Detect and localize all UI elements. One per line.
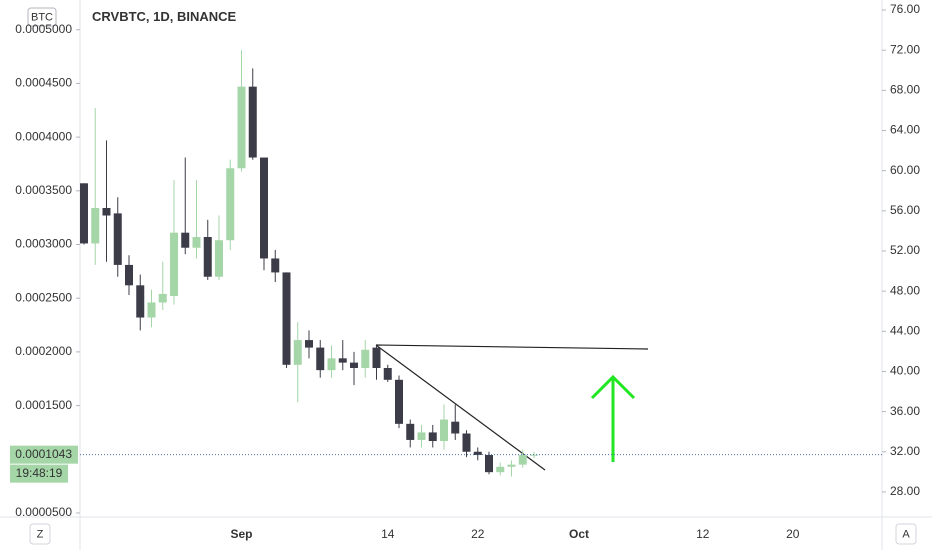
horizontal-trend-line bbox=[375, 344, 649, 350]
candle-body bbox=[350, 362, 358, 368]
candle-body bbox=[181, 232, 190, 248]
candle-body bbox=[338, 358, 347, 363]
candle-body bbox=[485, 454, 493, 473]
candle-body bbox=[383, 367, 392, 380]
y2-tick-label: 60.00 bbox=[890, 163, 920, 177]
axis-button-label[interactable]: A bbox=[902, 528, 910, 540]
candle-body bbox=[271, 258, 280, 273]
candle-body bbox=[192, 236, 201, 248]
y2-tick-label: 52.00 bbox=[890, 243, 920, 257]
candle-body bbox=[518, 454, 527, 465]
x-tick-label: 20 bbox=[786, 527, 800, 541]
axis-button-label[interactable]: Z bbox=[37, 528, 44, 540]
candle-body bbox=[282, 272, 291, 365]
candle-body bbox=[372, 347, 381, 368]
y2-tick-label: 76.00 bbox=[890, 2, 920, 16]
x-tick-label: 22 bbox=[471, 527, 485, 541]
y2-tick-label: 72.00 bbox=[890, 42, 920, 56]
candle-body bbox=[305, 340, 313, 348]
candle-body bbox=[462, 433, 471, 452]
candle-body bbox=[440, 419, 448, 442]
x-tick-label: Oct bbox=[569, 527, 589, 541]
candle-body bbox=[147, 302, 156, 318]
descending-trend-line bbox=[375, 344, 546, 471]
candle-body bbox=[428, 432, 437, 442]
candle-body bbox=[158, 293, 167, 303]
candle-body bbox=[136, 285, 145, 318]
up-arrow bbox=[590, 374, 636, 462]
y2-tick-label: 44.00 bbox=[890, 323, 920, 337]
axis-button[interactable] bbox=[29, 523, 51, 545]
candle-body bbox=[361, 349, 370, 368]
candle-body bbox=[406, 423, 415, 440]
y2-tick-label: 68.00 bbox=[890, 83, 920, 97]
y2-tick-label: 36.00 bbox=[890, 404, 920, 418]
candle-body bbox=[113, 213, 122, 265]
candle-body bbox=[293, 340, 302, 365]
y2-tick-label: 32.00 bbox=[890, 444, 920, 458]
x-tick-label: 12 bbox=[696, 527, 710, 541]
candle-body bbox=[237, 86, 246, 169]
candle-body bbox=[248, 86, 257, 158]
y2-tick-label: 64.00 bbox=[890, 123, 920, 137]
y2-tick-label: 56.00 bbox=[890, 203, 920, 217]
candle-body bbox=[451, 421, 460, 434]
candle-body bbox=[417, 432, 426, 440]
y2-tick-label: 28.00 bbox=[890, 484, 920, 498]
y2-tick-label: 40.00 bbox=[890, 364, 920, 378]
y-tick-label: 0.0003000 bbox=[15, 237, 72, 251]
y-tick-label: 0.0004500 bbox=[15, 76, 72, 90]
candle-body bbox=[102, 207, 111, 216]
candle-body bbox=[215, 240, 223, 277]
unit-label: BTC bbox=[31, 11, 53, 23]
y-tick-label: 0.0002000 bbox=[15, 344, 72, 358]
y-tick-label: 0.0000500 bbox=[15, 505, 72, 519]
x-tick-label: Sep bbox=[230, 527, 252, 541]
countdown-label: 19:48:19 bbox=[16, 466, 63, 480]
candle-body bbox=[507, 464, 516, 467]
y-tick-label: 0.0001500 bbox=[15, 398, 72, 412]
candle-body bbox=[226, 168, 235, 241]
candle-body bbox=[203, 236, 212, 277]
candle-body bbox=[395, 379, 403, 424]
candle-body bbox=[473, 451, 482, 455]
y-tick-label: 0.0004000 bbox=[15, 129, 72, 143]
candle-body bbox=[327, 358, 336, 371]
last-price-label: 0.0001043 bbox=[15, 447, 72, 461]
unit-badge bbox=[27, 7, 57, 27]
candle-body bbox=[496, 466, 505, 473]
y2-tick-label: 48.00 bbox=[890, 283, 920, 297]
candle-body bbox=[316, 347, 325, 371]
y-tick-label: 0.0002500 bbox=[15, 290, 72, 304]
y-tick-label: 0.0005000 bbox=[15, 22, 72, 36]
candle-body bbox=[260, 157, 268, 259]
countdown-box bbox=[10, 464, 68, 483]
axis-button[interactable] bbox=[895, 523, 917, 545]
chart-title: CRVBTC, 1D, BINANCE bbox=[92, 9, 237, 24]
candle-body bbox=[80, 183, 88, 244]
candle-body bbox=[91, 207, 100, 244]
last-price-box bbox=[10, 445, 78, 464]
y-tick-label: 0.0003500 bbox=[15, 183, 72, 197]
candle-body bbox=[170, 232, 178, 297]
x-tick-label: 14 bbox=[381, 527, 395, 541]
candle-body bbox=[125, 264, 133, 286]
